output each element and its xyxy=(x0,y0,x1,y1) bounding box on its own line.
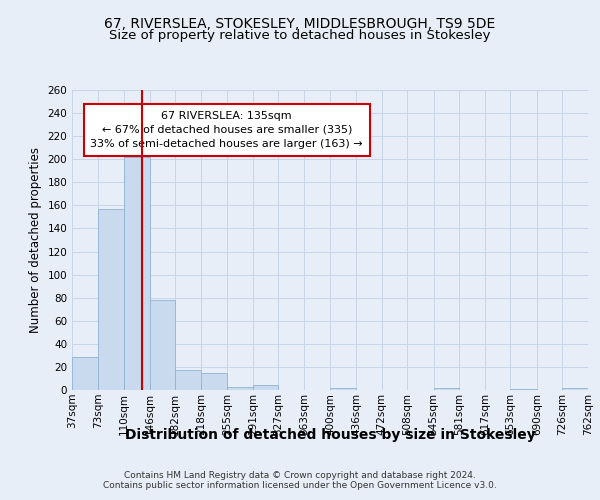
Text: Contains HM Land Registry data © Crown copyright and database right 2024.
Contai: Contains HM Land Registry data © Crown c… xyxy=(103,470,497,490)
Text: 67 RIVERSLEA: 135sqm
← 67% of detached houses are smaller (335)
33% of semi-deta: 67 RIVERSLEA: 135sqm ← 67% of detached h… xyxy=(91,111,363,149)
Bar xyxy=(253,386,278,390)
Y-axis label: Number of detached properties: Number of detached properties xyxy=(29,147,42,333)
Bar xyxy=(331,388,356,390)
Text: Distribution of detached houses by size in Stokesley: Distribution of detached houses by size … xyxy=(125,428,535,442)
Bar xyxy=(201,372,227,390)
Bar xyxy=(72,356,98,390)
Bar xyxy=(562,388,588,390)
Bar xyxy=(149,300,175,390)
Bar xyxy=(511,389,537,390)
Bar xyxy=(98,209,124,390)
Text: 67, RIVERSLEA, STOKESLEY, MIDDLESBROUGH, TS9 5DE: 67, RIVERSLEA, STOKESLEY, MIDDLESBROUGH,… xyxy=(104,18,496,32)
Bar xyxy=(227,386,253,390)
Bar xyxy=(124,157,149,390)
Bar xyxy=(434,388,459,390)
Text: Size of property relative to detached houses in Stokesley: Size of property relative to detached ho… xyxy=(109,29,491,42)
Bar xyxy=(175,370,201,390)
